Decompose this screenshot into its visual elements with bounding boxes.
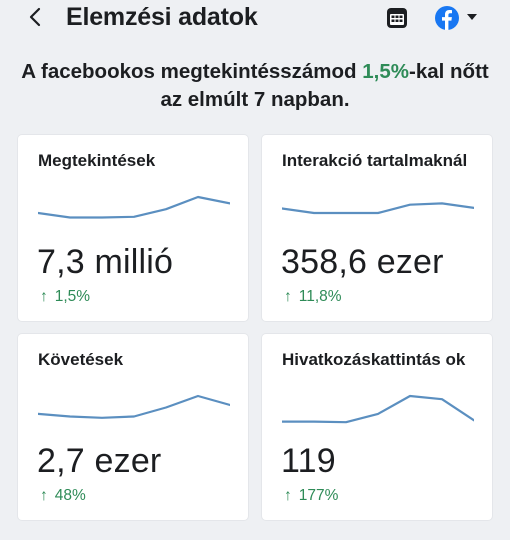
calendar-icon[interactable] bbox=[384, 5, 410, 31]
sparkline-chart bbox=[282, 394, 474, 424]
arrow-up-icon: ↑ bbox=[284, 288, 292, 305]
metric-value: 2,7 ezer bbox=[37, 442, 162, 480]
card-title: Követések bbox=[38, 350, 124, 369]
back-chevron-icon[interactable] bbox=[24, 5, 48, 29]
sparkline-chart bbox=[38, 394, 230, 419]
metric-change: ↑ 11,8% bbox=[284, 288, 342, 305]
sparkline-chart bbox=[282, 202, 474, 215]
summary-text: A facebookos megtekintésszámod 1,5%-kal … bbox=[21, 60, 489, 111]
sparkline-path bbox=[282, 202, 474, 215]
card-views[interactable]: Megtekintések 7,3 millió ↑ 1,5% bbox=[18, 135, 248, 321]
arrow-up-icon: ↑ bbox=[40, 288, 48, 305]
sparkline-path bbox=[38, 394, 230, 419]
chevron-down-icon[interactable] bbox=[466, 12, 478, 22]
arrow-up-icon: ↑ bbox=[284, 487, 292, 504]
metric-value: 7,3 millió bbox=[37, 243, 174, 281]
metric-change: ↑ 48% bbox=[40, 487, 86, 504]
summary-percent: 1,5% bbox=[362, 60, 410, 83]
header-bar: Elemzési adatok bbox=[0, 0, 510, 34]
card-title: Interakció tartalmaknál bbox=[282, 151, 468, 170]
card-title: Hivatkozáskattintás ok bbox=[282, 350, 466, 369]
metric-value: 358,6 ezer bbox=[281, 243, 444, 281]
sparkline-path bbox=[38, 195, 230, 219]
sparkline-chart bbox=[38, 195, 230, 219]
metric-value: 119 bbox=[281, 442, 336, 480]
card-follows[interactable]: Követések 2,7 ezer ↑ 48% bbox=[18, 334, 248, 520]
page-title: Elemzési adatok bbox=[66, 3, 258, 31]
metric-change: ↑ 1,5% bbox=[40, 288, 91, 305]
card-title: Megtekintések bbox=[38, 151, 156, 170]
arrow-up-icon: ↑ bbox=[40, 487, 48, 504]
card-content-interactions[interactable]: Interakció tartalmaknál 358,6 ezer ↑ 11,8… bbox=[262, 135, 492, 321]
card-link-clicks[interactable]: Hivatkozáskattintás ok 119 ↑ 177% bbox=[262, 334, 492, 520]
facebook-icon[interactable] bbox=[434, 5, 460, 31]
sparkline-path bbox=[282, 394, 474, 424]
metric-change: ↑ 177% bbox=[284, 487, 339, 504]
